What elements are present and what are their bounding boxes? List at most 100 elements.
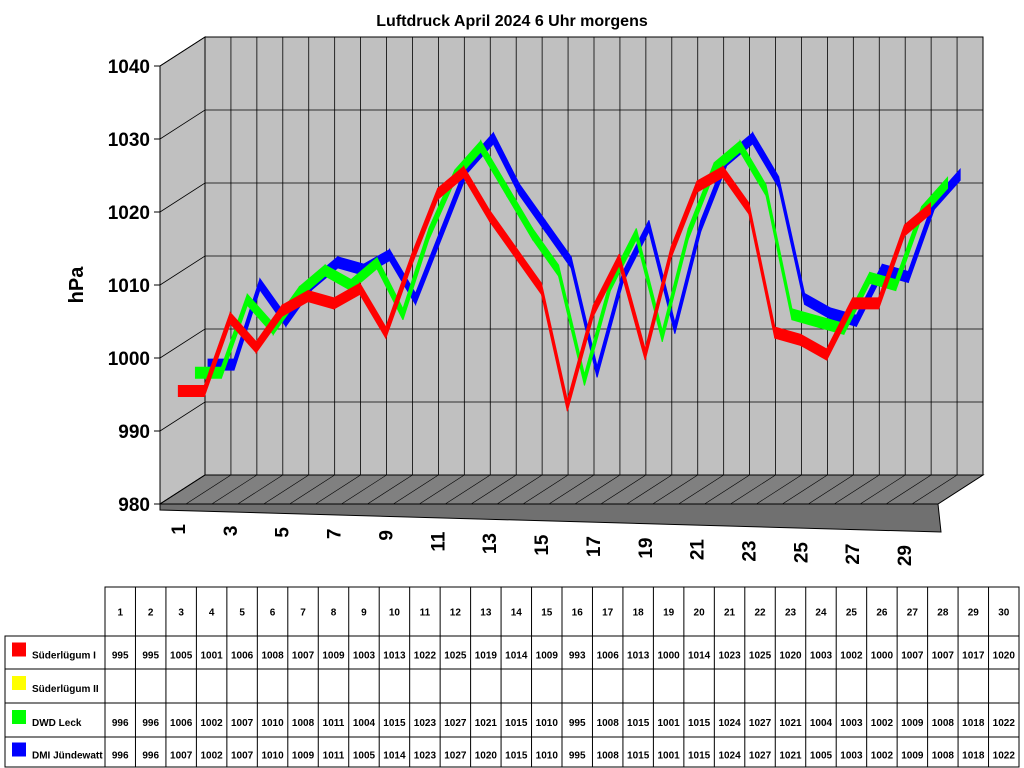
grid-floor [496, 474, 543, 505]
table-value-cell: 1009 [292, 751, 315, 762]
table-value-cell: 1027 [749, 751, 772, 762]
y-axis-label: hPa [66, 266, 88, 304]
legend-series-name: Süderlügum I [32, 651, 96, 662]
grid-floor [289, 474, 335, 505]
grid-floor [911, 474, 958, 505]
table-value-cell: 1013 [627, 651, 650, 662]
table-value-cell: 1010 [261, 718, 284, 729]
x-tick-label: 15 [532, 534, 553, 556]
grid-floor [782, 474, 828, 505]
table-header-cell: 5 [239, 608, 245, 619]
table-value-cell: 1015 [627, 718, 650, 729]
table-value-cell: 1008 [932, 751, 955, 762]
series-ribbons [177, 130, 961, 412]
table-value-cell: 1009 [322, 651, 345, 662]
table-value-cell: 1010 [536, 718, 559, 729]
table-value-cell: 1025 [444, 651, 467, 662]
table-value-cell: 1008 [261, 651, 284, 662]
table-value-cell: 1008 [597, 718, 620, 729]
table-value-cell: 1002 [840, 651, 863, 662]
table-value-cell: 1019 [475, 651, 498, 662]
grid-floor [574, 474, 621, 505]
table-header-cell: 29 [968, 608, 980, 619]
table-header-cell: 8 [331, 608, 337, 619]
table-value-cell: 1023 [414, 751, 437, 762]
table-value-cell: 1015 [627, 751, 650, 762]
legend-swatch [12, 710, 26, 724]
table-value-cell: 1027 [749, 718, 772, 729]
table-value-cell: 1001 [201, 651, 224, 662]
table-header-cell: 3 [178, 608, 184, 619]
table-value-cell: 1009 [901, 751, 924, 762]
grid-floor [419, 474, 465, 505]
table-value-cell: 1002 [871, 718, 894, 729]
table-value-cell: 1003 [810, 651, 833, 662]
table-value-cell: 1021 [475, 718, 498, 729]
table-value-cell: 1005 [810, 751, 833, 762]
table-header-cell: 11 [420, 608, 431, 619]
x-tick-label: 7 [325, 529, 346, 540]
table-header-cell: 16 [572, 608, 584, 619]
table-header-cell: 1 [117, 608, 123, 619]
table-value-cell: 996 [112, 718, 129, 729]
table-value-cell: 1014 [383, 751, 406, 762]
grid-floor [756, 474, 802, 505]
table-value-cell: 1025 [749, 651, 772, 662]
table-value-cell: 1022 [993, 751, 1016, 762]
table-header-cell: 21 [724, 608, 736, 619]
table-header-cell: 10 [389, 608, 401, 619]
grid-floor [341, 474, 387, 505]
table-value-cell: 1007 [231, 751, 254, 762]
table-value-cell: 1002 [201, 751, 224, 762]
x-tick-label: 25 [791, 542, 812, 564]
grid-floor [211, 474, 258, 505]
series-segment [177, 385, 205, 398]
y-tick-label: 1040 [108, 57, 150, 78]
table-value-cell: 993 [569, 651, 586, 662]
table-value-cell: 996 [112, 751, 129, 762]
grid-horizontal [159, 474, 983, 505]
table-value-cell: 1020 [993, 651, 1016, 662]
x-tick-label: 9 [376, 530, 397, 541]
table-value-cell: 1009 [901, 718, 924, 729]
table-header-cell: 23 [785, 608, 797, 619]
table-value-cell: 1001 [658, 718, 681, 729]
table-value-cell: 1018 [962, 718, 985, 729]
table-header-cell: 30 [998, 608, 1010, 619]
series-segment [904, 201, 931, 237]
table-value-cell: 1003 [353, 651, 376, 662]
grid-floor [626, 474, 672, 505]
table-value-cell: 1006 [597, 651, 620, 662]
grid-floor [885, 474, 932, 505]
table-header-cell: 19 [663, 608, 675, 619]
grid-floor [471, 474, 517, 505]
table-body [4, 635, 1020, 768]
grid-floor [600, 474, 647, 505]
table-value-cell: 1011 [323, 718, 345, 729]
x-tick-label: 27 [843, 544, 864, 565]
data-table: 1 2 3 4 5 6 7 8 9 10 11 12 13 14 15 16 17 18 19 20 21 22 23 24 2… [4, 586, 1020, 768]
grid-horizontal [159, 401, 983, 432]
y-tick-label: 1020 [108, 203, 150, 224]
table-value-cell: 1010 [261, 751, 284, 762]
table-value-cell: 1008 [932, 718, 955, 729]
table-value-cell: 1007 [170, 751, 193, 762]
y-tick-label: 1030 [108, 130, 150, 151]
grid-horizontal [159, 36, 983, 67]
table-value-cell: 1004 [810, 718, 833, 729]
grid-floor [678, 474, 724, 505]
table-value-cell: 1027 [444, 751, 467, 762]
table-value-cell: 995 [569, 751, 586, 762]
table-value-cell: 1020 [475, 751, 498, 762]
table-value-cell: 1009 [536, 651, 559, 662]
x-tick-label: 3 [221, 526, 242, 537]
grid-floor [730, 474, 776, 505]
table-value-cell: 1007 [231, 718, 254, 729]
table-header-cell: 4 [209, 608, 215, 619]
grid-horizontal [159, 255, 983, 286]
table-header-cell: 12 [450, 608, 462, 619]
table-value-cell: 1015 [688, 751, 711, 762]
x-tick-label: 21 [688, 539, 709, 561]
y-axis: 980 990 1000 1010 1020 1030 1040 [108, 57, 161, 516]
